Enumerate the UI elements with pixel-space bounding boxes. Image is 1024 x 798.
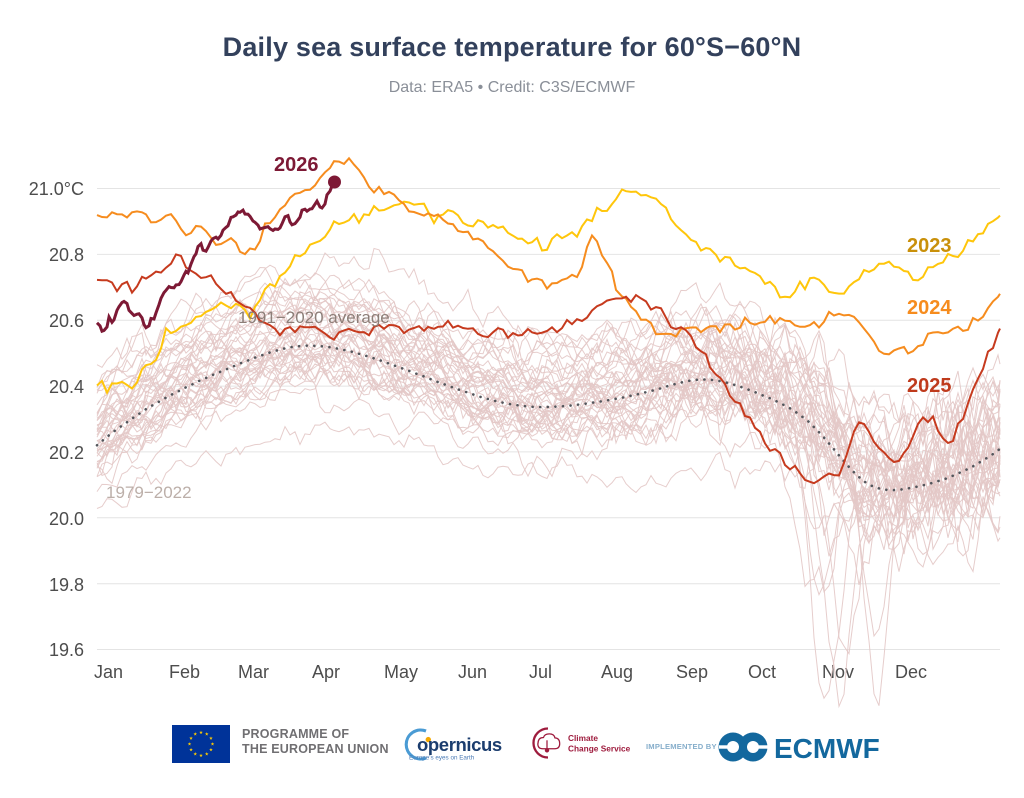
- svg-text:Climate: Climate: [568, 733, 598, 743]
- svg-text:Europe's eyes on Earth: Europe's eyes on Earth: [409, 755, 475, 762]
- svg-text:opernicus: opernicus: [417, 734, 502, 755]
- svg-text:ECMWF: ECMWF: [774, 733, 880, 764]
- svg-text:Change Service: Change Service: [568, 743, 631, 753]
